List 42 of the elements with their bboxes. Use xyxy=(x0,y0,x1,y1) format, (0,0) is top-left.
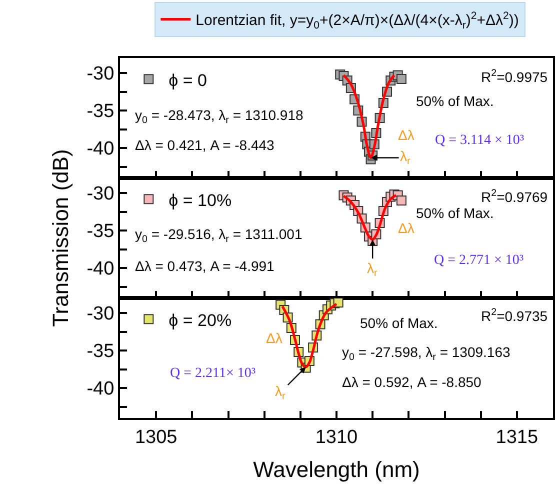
annotation: y$_{0}$ = -29.516, λ$_{r}$ = 1311.001 xyxy=(135,226,302,245)
annotation: Δλ xyxy=(398,127,414,143)
y-tick-label: -35 xyxy=(86,341,114,362)
text: Lorentzian fit, y=y$_{0}$+(2×A/π)×(Δλ/(4×(x-λ$_{r}$)$^{2}$+Δλ$^{2}$)) xyxy=(196,10,519,32)
legend-label: ϕ = 20% xyxy=(168,310,232,330)
annotation: Δλ = 0.473, A = -4.991 xyxy=(135,258,275,274)
x-axis-title: Wavelength (nm) xyxy=(253,457,420,482)
annotation: Q = 3.114 × 10³ xyxy=(435,133,524,148)
annotation: 50% of Max. xyxy=(416,205,494,221)
y-tick-label: -30 xyxy=(86,304,114,325)
x-tick-label: 1315 xyxy=(496,426,538,448)
point xyxy=(333,298,344,308)
annotation: R$^{2}$=0.9735 xyxy=(481,307,548,324)
point xyxy=(396,74,406,84)
y-tick-label: -30 xyxy=(86,64,114,85)
x-tick-label: 1305 xyxy=(134,426,178,448)
annotation: Q = 2.771 × 10³ xyxy=(434,253,524,268)
annotation: Δλ = 0.592, A = -8.850 xyxy=(342,374,482,390)
annotation: R$^{2}$=0.9975 xyxy=(481,68,548,85)
y-tick-label: -30 xyxy=(86,184,114,205)
annotation: Δλ xyxy=(398,220,414,236)
x-tick-label: 1310 xyxy=(315,426,358,448)
legend-label: ϕ = 10% xyxy=(168,190,232,210)
annotation: λ$_{r}$ xyxy=(275,383,286,402)
annotation: 50% of Max. xyxy=(360,315,438,331)
point xyxy=(396,196,406,206)
annotation: λ$_{r}$ xyxy=(400,148,411,167)
annotation: Δλ = 0.421, A = -8.443 xyxy=(135,137,275,153)
y-tick-label: -40 xyxy=(86,378,114,400)
annotation: Q = 2.211× 10³ xyxy=(170,366,256,381)
annotation: λ$_{r}$ xyxy=(367,260,378,279)
annotation: y$_{0}$ = -28.473, λ$_{r}$ = 1310.918 xyxy=(135,107,304,126)
y-tick-label: -40 xyxy=(86,258,114,280)
legend-label: ϕ = 0 xyxy=(168,70,208,90)
y-tick-label: -40 xyxy=(86,138,114,160)
y-tick-label: -35 xyxy=(86,101,114,122)
y-axis-title: Transmission (dB) xyxy=(48,149,74,327)
annotation: 50% of Max. xyxy=(416,93,494,109)
annotation: R$^{2}$=0.9769 xyxy=(481,188,548,205)
annotation: y$_{0}$ = -27.598, λ$_{r}$ = 1309.163 xyxy=(342,344,510,363)
annotation: Δλ xyxy=(266,330,282,346)
y-tick-label: -35 xyxy=(86,221,114,242)
